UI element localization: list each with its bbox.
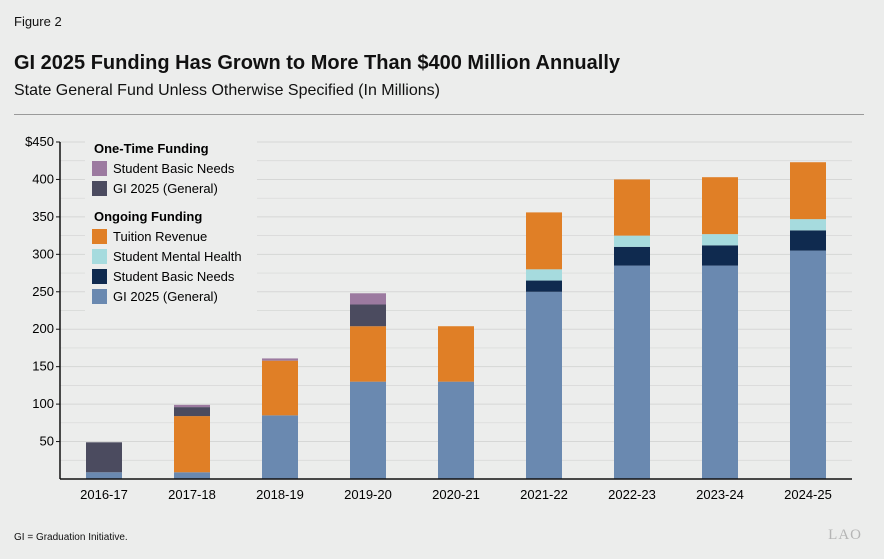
bar-segment-onetime_gi xyxy=(86,442,122,473)
bar-segment-onetime_sbn xyxy=(174,404,210,408)
y-tick-label: 350 xyxy=(32,209,54,224)
bar-segment-smh xyxy=(790,219,826,231)
bar-segment-gi xyxy=(174,472,210,479)
lao-logo: LAO xyxy=(828,527,862,543)
bar-segment-gi xyxy=(350,381,386,479)
x-tick-label: 2017-18 xyxy=(168,487,216,502)
bar-segment-sbn xyxy=(790,230,826,251)
bar-segment-onetime_sbn xyxy=(350,293,386,305)
bar-segment-tuition xyxy=(790,162,826,220)
bar-segment-gi xyxy=(702,265,738,479)
bar-segment-tuition xyxy=(438,326,474,382)
legend-swatch-smh xyxy=(92,249,107,264)
bar-segment-onetime_gi xyxy=(174,407,210,417)
legend-label: GI 2025 (General) xyxy=(113,181,218,196)
bar-segment-onetime_sbn xyxy=(262,358,298,361)
bar-segment-tuition xyxy=(526,212,562,270)
x-tick-label: 2019-20 xyxy=(344,487,392,502)
legend-swatch-sbn xyxy=(92,269,107,284)
y-tick-label: 200 xyxy=(32,321,54,336)
x-tick-label: 2023-24 xyxy=(696,487,744,502)
legend-group-title: One-Time Funding xyxy=(94,141,209,156)
y-tick-label: 100 xyxy=(32,396,54,411)
legend-swatch-gi xyxy=(92,289,107,304)
y-tick-label: 300 xyxy=(32,246,54,261)
chart-subtitle: State General Fund Unless Otherwise Spec… xyxy=(14,82,440,99)
legend-label: Tuition Revenue xyxy=(113,229,207,244)
bar-segment-smh xyxy=(526,269,562,281)
bar-segment-gi xyxy=(614,265,650,479)
bar-segment-tuition xyxy=(702,177,738,235)
x-tick-label: 2016-17 xyxy=(80,487,128,502)
legend-label: Student Basic Needs xyxy=(113,269,235,284)
footnote: GI = Graduation Initiative. xyxy=(14,532,128,543)
bar-segment-sbn xyxy=(702,245,738,266)
legend-swatch-tuition xyxy=(92,229,107,244)
bar-segment-sbn xyxy=(614,246,650,266)
bar-segment-gi xyxy=(86,472,122,479)
x-tick-label: 2018-19 xyxy=(256,487,304,502)
bar-segment-gi xyxy=(438,381,474,479)
legend-group-title: Ongoing Funding xyxy=(94,209,202,224)
legend-background xyxy=(85,140,257,312)
x-tick-label: 2024-25 xyxy=(784,487,832,502)
legend-swatch-onetime_sbn xyxy=(92,161,107,176)
bar-segment-tuition xyxy=(350,326,386,382)
chart-title: GI 2025 Funding Has Grown to More Than $… xyxy=(14,52,621,74)
bar-segment-tuition xyxy=(614,179,650,236)
bar-segment-smh xyxy=(614,235,650,247)
bar-segment-tuition xyxy=(262,360,298,416)
legend-swatch-onetime_gi xyxy=(92,181,107,196)
bar-segment-smh xyxy=(702,234,738,246)
y-tick-label: $450 xyxy=(25,134,54,149)
legend-label: Student Basic Needs xyxy=(113,161,235,176)
bar-segment-gi xyxy=(790,250,826,479)
legend-label: GI 2025 (General) xyxy=(113,289,218,304)
y-tick-label: 150 xyxy=(32,359,54,374)
legend-label: Student Mental Health xyxy=(113,249,242,264)
y-tick-label: 250 xyxy=(32,284,54,299)
bar-segment-onetime_gi xyxy=(350,304,386,327)
bar-segment-tuition xyxy=(174,416,210,473)
x-tick-label: 2020-21 xyxy=(432,487,480,502)
x-tick-label: 2021-22 xyxy=(520,487,568,502)
x-tick-label: 2022-23 xyxy=(608,487,656,502)
bar-segment-gi xyxy=(526,291,562,479)
bar-segment-gi xyxy=(262,415,298,479)
bar-segment-sbn xyxy=(526,280,562,292)
y-tick-label: 50 xyxy=(40,434,54,449)
divider xyxy=(14,114,864,115)
figure-label: Figure 2 xyxy=(14,14,62,29)
y-tick-label: 400 xyxy=(32,171,54,186)
